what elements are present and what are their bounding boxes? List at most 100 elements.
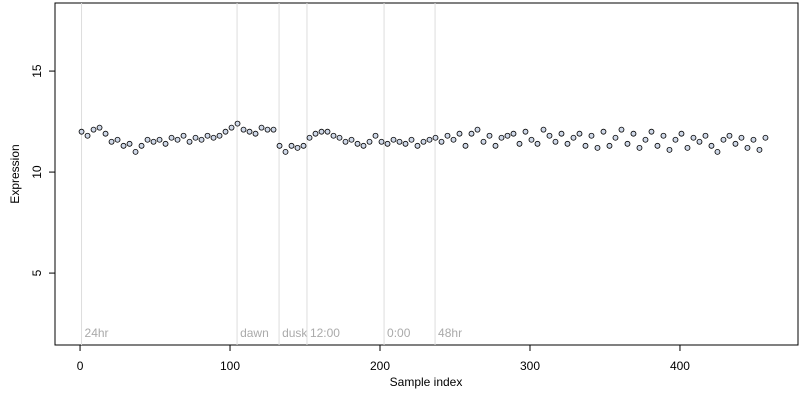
point bbox=[252, 130, 259, 137]
point bbox=[402, 140, 409, 147]
point bbox=[336, 134, 343, 141]
point bbox=[456, 130, 463, 137]
point bbox=[486, 132, 493, 139]
point bbox=[168, 134, 175, 141]
point bbox=[528, 136, 535, 143]
point bbox=[726, 132, 733, 139]
marker-label: 24hr bbox=[85, 326, 109, 340]
point bbox=[102, 130, 109, 137]
point bbox=[714, 148, 721, 155]
point bbox=[162, 140, 169, 147]
point bbox=[312, 130, 319, 137]
point bbox=[762, 134, 769, 141]
point bbox=[96, 124, 103, 131]
point bbox=[468, 130, 475, 137]
point bbox=[720, 136, 727, 143]
point bbox=[180, 132, 187, 139]
point bbox=[210, 134, 217, 141]
marker-label: 48hr bbox=[438, 326, 462, 340]
point bbox=[228, 124, 235, 131]
point bbox=[588, 132, 595, 139]
y-tick-label: 5 bbox=[30, 269, 44, 276]
point bbox=[384, 140, 391, 147]
point bbox=[636, 144, 643, 151]
point bbox=[360, 142, 367, 149]
point bbox=[144, 136, 151, 143]
point bbox=[630, 130, 637, 137]
y-tick-label: 15 bbox=[30, 64, 44, 78]
point bbox=[462, 142, 469, 149]
point bbox=[444, 132, 451, 139]
point bbox=[276, 142, 283, 149]
point bbox=[120, 142, 127, 149]
point bbox=[264, 126, 271, 133]
point bbox=[108, 138, 115, 145]
point bbox=[246, 128, 253, 135]
point bbox=[234, 120, 241, 127]
point bbox=[366, 138, 373, 145]
point bbox=[132, 148, 139, 155]
point bbox=[558, 130, 565, 137]
point bbox=[750, 136, 757, 143]
point bbox=[642, 136, 649, 143]
point bbox=[474, 126, 481, 133]
point bbox=[648, 128, 655, 135]
point bbox=[114, 136, 121, 143]
point bbox=[204, 132, 211, 139]
marker-label: dusk bbox=[282, 326, 308, 340]
x-tick-label: 100 bbox=[220, 359, 240, 373]
point bbox=[306, 134, 313, 141]
point bbox=[540, 126, 547, 133]
point bbox=[684, 144, 691, 151]
point bbox=[372, 132, 379, 139]
point bbox=[498, 134, 505, 141]
point bbox=[702, 132, 709, 139]
plot-frame bbox=[54, 2, 799, 346]
point bbox=[354, 140, 361, 147]
point bbox=[618, 126, 625, 133]
point bbox=[78, 128, 85, 135]
point bbox=[426, 136, 433, 143]
point bbox=[654, 142, 661, 149]
point bbox=[600, 128, 607, 135]
point bbox=[342, 138, 349, 145]
marker-label: dawn bbox=[240, 326, 269, 340]
point bbox=[612, 134, 619, 141]
point bbox=[576, 130, 583, 137]
point bbox=[318, 128, 325, 135]
point bbox=[150, 138, 157, 145]
point bbox=[216, 132, 223, 139]
y-axis-title: Expression bbox=[8, 144, 22, 203]
point bbox=[708, 142, 715, 149]
point bbox=[450, 136, 457, 143]
point bbox=[324, 128, 331, 135]
point bbox=[174, 136, 181, 143]
point bbox=[288, 142, 295, 149]
point bbox=[678, 130, 685, 137]
point bbox=[90, 126, 97, 133]
point bbox=[756, 146, 763, 153]
point bbox=[348, 136, 355, 143]
point bbox=[492, 142, 499, 149]
point bbox=[390, 136, 397, 143]
point bbox=[516, 140, 523, 147]
point bbox=[564, 140, 571, 147]
point bbox=[282, 148, 289, 155]
point bbox=[594, 144, 601, 151]
point bbox=[504, 132, 511, 139]
point bbox=[126, 140, 133, 147]
point bbox=[732, 140, 739, 147]
x-axis-title: Sample index bbox=[390, 375, 463, 389]
point bbox=[624, 140, 631, 147]
point bbox=[138, 142, 145, 149]
point bbox=[552, 138, 559, 145]
point bbox=[432, 134, 439, 141]
point bbox=[570, 134, 577, 141]
point bbox=[546, 132, 553, 139]
x-tick-label: 0 bbox=[77, 359, 84, 373]
point bbox=[258, 124, 265, 131]
point bbox=[438, 138, 445, 145]
point bbox=[408, 136, 415, 143]
point bbox=[294, 144, 301, 151]
